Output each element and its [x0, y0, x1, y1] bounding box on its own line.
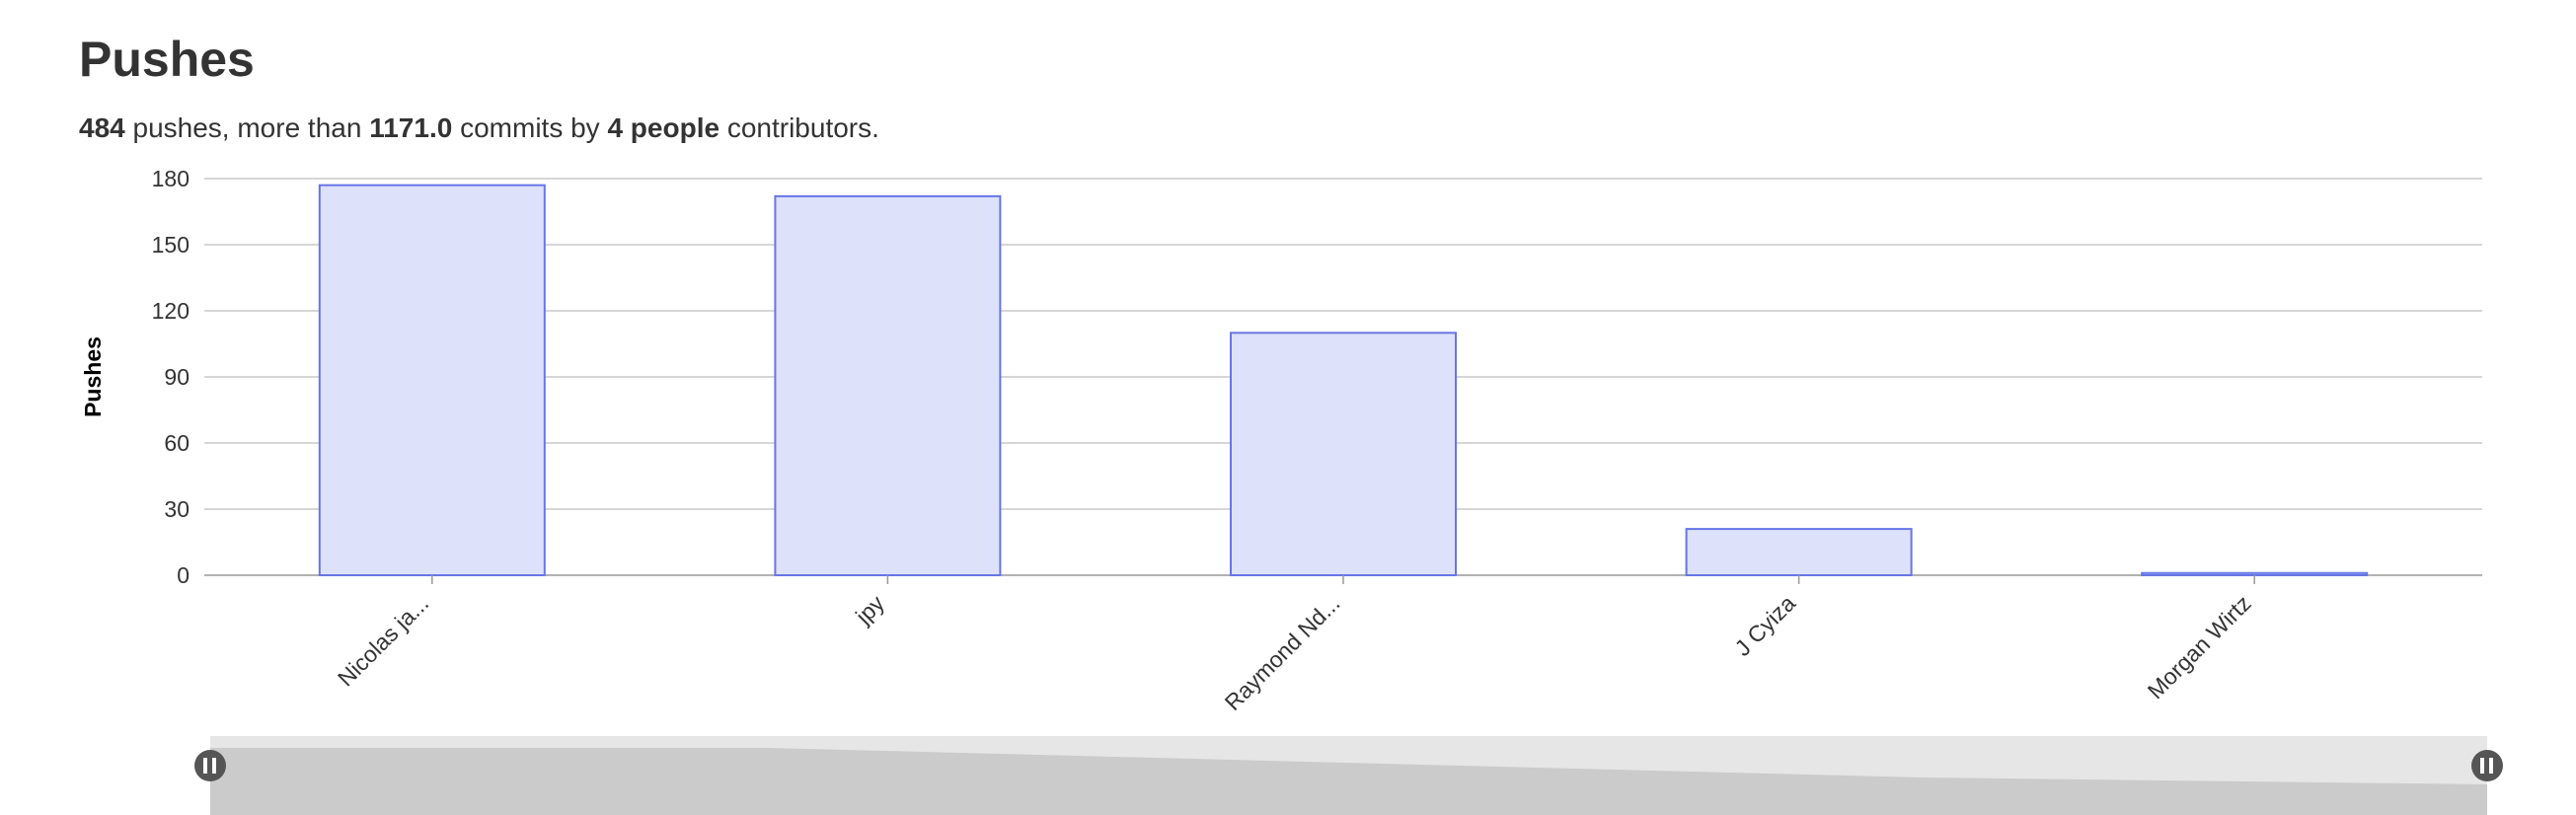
y-tick-label: 60	[164, 430, 189, 456]
y-tick-label: 150	[152, 232, 189, 258]
summary-commits-text: commits by	[452, 112, 608, 143]
bar[interactable]	[318, 184, 546, 576]
commits-count: 1171.0	[369, 112, 453, 143]
summary-pushes-text: pushes, more than	[124, 112, 370, 143]
y-tick-label: 0	[177, 562, 189, 588]
x-tick-label: Nicolas ja...	[333, 590, 433, 691]
y-axis-title: Pushes	[80, 336, 106, 417]
bars[interactable]	[318, 184, 2369, 577]
page-title: Pushes	[79, 32, 255, 87]
bar[interactable]	[1685, 528, 1913, 576]
zoom-slider[interactable]	[194, 736, 2503, 815]
people-count: 4 people	[607, 112, 720, 143]
x-tick-label: jpy	[850, 590, 889, 630]
pushes-count: 484	[79, 112, 125, 143]
bar[interactable]	[1230, 332, 1457, 577]
zoom-slider-data-shadow	[210, 748, 2487, 815]
y-tick-labels: 0 30 60 90 120 150 180	[152, 166, 189, 588]
zoom-handle-left-icon[interactable]	[194, 750, 226, 781]
y-tick-label: 120	[152, 298, 189, 324]
x-tick-label: Morgan Wirtz	[2143, 590, 2256, 704]
y-tick-label: 180	[152, 166, 189, 191]
summary-contributors-text: contributors.	[720, 112, 879, 143]
y-tick-label: 90	[164, 364, 189, 390]
zoom-handle-right-icon[interactable]	[2471, 750, 2503, 781]
y-tick-label: 30	[164, 496, 189, 522]
x-tick-label: J Cyiza	[1729, 590, 1800, 661]
bar[interactable]	[774, 194, 1002, 576]
x-tick-labels: Nicolas ja... jpy Raymond Nd... J Cyiza Morg…	[333, 590, 2256, 715]
x-tick-label: Raymond Nd...	[1220, 590, 1345, 715]
bar[interactable]	[2141, 571, 2369, 576]
x-tick-marks	[431, 575, 2255, 584]
summary-text: 484 pushes, more than 1171.0 commits by …	[79, 109, 879, 148]
